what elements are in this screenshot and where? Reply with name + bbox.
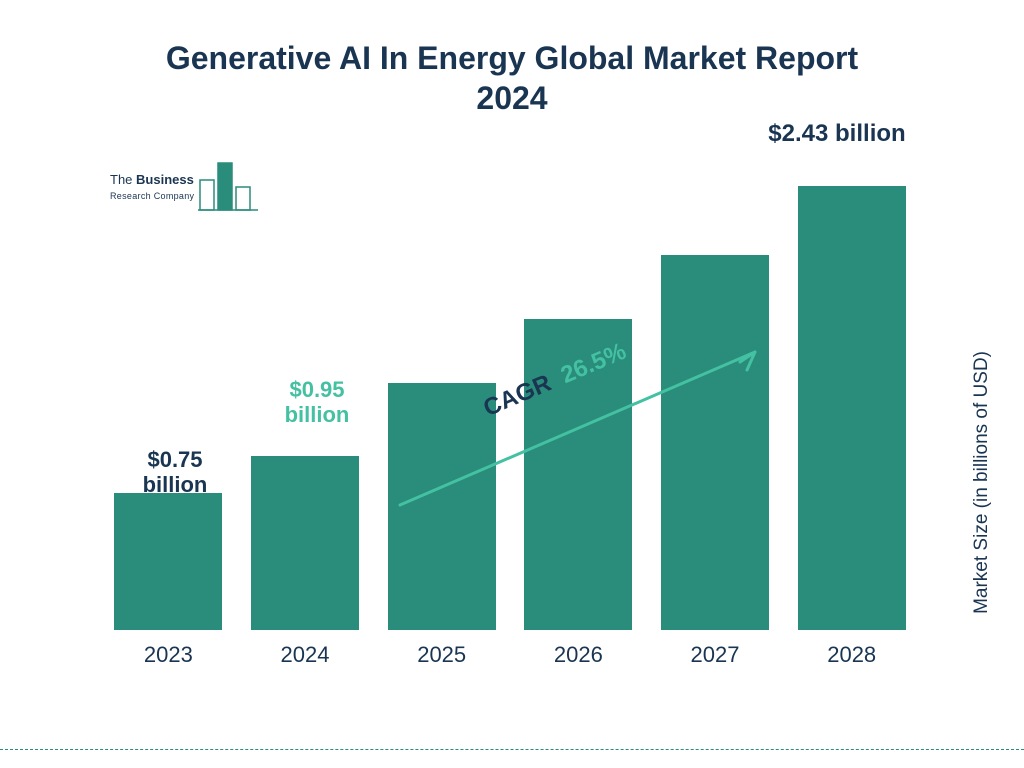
bar-column: 2023: [100, 493, 237, 630]
x-axis-label: 2024: [237, 642, 374, 668]
x-axis-label: 2028: [783, 642, 920, 668]
bar: [798, 186, 906, 630]
bar: [388, 383, 496, 630]
bar-chart: 202320242025202620272028 $0.75billion$0.…: [100, 155, 920, 675]
x-axis-label: 2025: [373, 642, 510, 668]
bars-container: 202320242025202620272028: [100, 155, 920, 630]
bar: [661, 255, 769, 630]
value-callout: $2.43 billion: [762, 120, 912, 148]
value-callout: $0.75billion: [100, 447, 250, 498]
title-line1: Generative AI In Energy Global Market Re…: [166, 40, 858, 76]
bottom-divider: [0, 749, 1024, 750]
value-callout: $0.95billion: [242, 377, 392, 428]
x-axis-label: 2027: [647, 642, 784, 668]
bar: [114, 493, 222, 630]
bar-column: 2027: [647, 255, 784, 630]
title-line2: 2024: [476, 80, 547, 116]
x-axis-label: 2026: [510, 642, 647, 668]
chart-title: Generative AI In Energy Global Market Re…: [0, 38, 1024, 118]
x-axis-label: 2023: [100, 642, 237, 668]
bar-column: 2024: [237, 456, 374, 630]
bar: [251, 456, 359, 630]
bar-column: 2028: [783, 186, 920, 630]
bar-column: 2025: [373, 383, 510, 630]
bar-column: 2026: [510, 319, 647, 630]
y-axis-label: Market Size (in billions of USD): [971, 351, 993, 614]
bar: [524, 319, 632, 630]
